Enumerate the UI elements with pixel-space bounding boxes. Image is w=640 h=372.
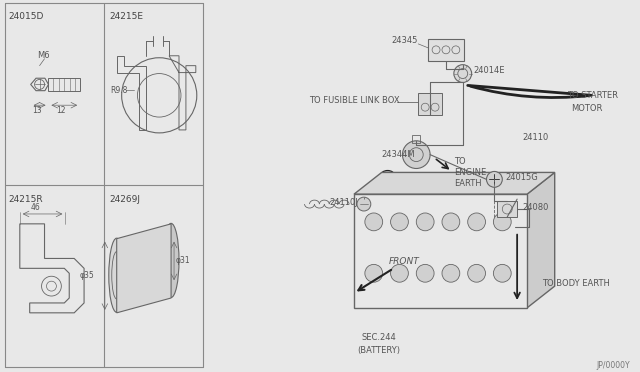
Ellipse shape — [109, 238, 125, 312]
Circle shape — [357, 197, 371, 211]
Ellipse shape — [430, 178, 444, 188]
Text: 24269J: 24269J — [110, 195, 141, 203]
Text: TO BODY EARTH: TO BODY EARTH — [542, 279, 610, 288]
Polygon shape — [527, 173, 555, 308]
Circle shape — [365, 213, 383, 231]
Text: TO FUSIBLE LINK BOX: TO FUSIBLE LINK BOX — [310, 96, 400, 105]
Circle shape — [468, 264, 486, 282]
Ellipse shape — [381, 170, 394, 180]
Text: R9.8: R9.8 — [110, 86, 127, 95]
Text: φ31: φ31 — [176, 256, 191, 265]
Circle shape — [416, 264, 434, 282]
Text: 24015G: 24015G — [505, 173, 538, 182]
Circle shape — [390, 264, 408, 282]
Circle shape — [365, 264, 383, 282]
Text: 12: 12 — [56, 106, 66, 115]
Text: φ35: φ35 — [79, 271, 94, 280]
Text: TO: TO — [454, 157, 465, 166]
Polygon shape — [116, 224, 171, 313]
Text: ENGINE: ENGINE — [454, 168, 486, 177]
Text: 24110J: 24110J — [329, 198, 358, 206]
Ellipse shape — [508, 178, 521, 188]
Text: 13: 13 — [33, 106, 42, 115]
Text: 24344M: 24344M — [381, 150, 415, 159]
Text: JP/0000Y: JP/0000Y — [596, 361, 630, 370]
Text: 24345: 24345 — [392, 36, 418, 45]
Polygon shape — [354, 173, 555, 194]
Text: FRONT: FRONT — [388, 257, 419, 266]
Text: 24215R: 24215R — [8, 195, 43, 203]
Bar — [497, 201, 517, 217]
Ellipse shape — [481, 178, 495, 188]
Ellipse shape — [163, 223, 179, 298]
Text: 24080: 24080 — [522, 202, 548, 212]
Circle shape — [493, 264, 511, 282]
Text: TO STARTER: TO STARTER — [566, 91, 618, 100]
Text: 24015D: 24015D — [8, 12, 44, 21]
Circle shape — [403, 141, 430, 169]
Circle shape — [493, 213, 511, 231]
Text: SEC.244: SEC.244 — [362, 333, 396, 342]
Polygon shape — [354, 194, 527, 308]
Text: 24215E: 24215E — [110, 12, 144, 21]
Circle shape — [442, 213, 460, 231]
Bar — [412, 135, 420, 143]
Text: 24110: 24110 — [522, 133, 548, 142]
Bar — [49, 78, 80, 91]
Ellipse shape — [456, 178, 470, 188]
Text: 46: 46 — [31, 202, 40, 212]
Text: M6: M6 — [38, 51, 50, 60]
Circle shape — [468, 213, 486, 231]
Text: MOTOR: MOTOR — [572, 104, 603, 113]
Ellipse shape — [404, 178, 419, 188]
Text: (BATTERY): (BATTERY) — [357, 346, 400, 355]
Bar — [428, 39, 464, 61]
Bar — [419, 93, 442, 115]
Ellipse shape — [379, 178, 392, 188]
Circle shape — [390, 213, 408, 231]
Text: EARTH: EARTH — [454, 179, 481, 188]
Circle shape — [442, 264, 460, 282]
Circle shape — [454, 65, 472, 83]
Text: 24014E: 24014E — [474, 66, 505, 75]
Circle shape — [416, 213, 434, 231]
Circle shape — [486, 171, 502, 187]
